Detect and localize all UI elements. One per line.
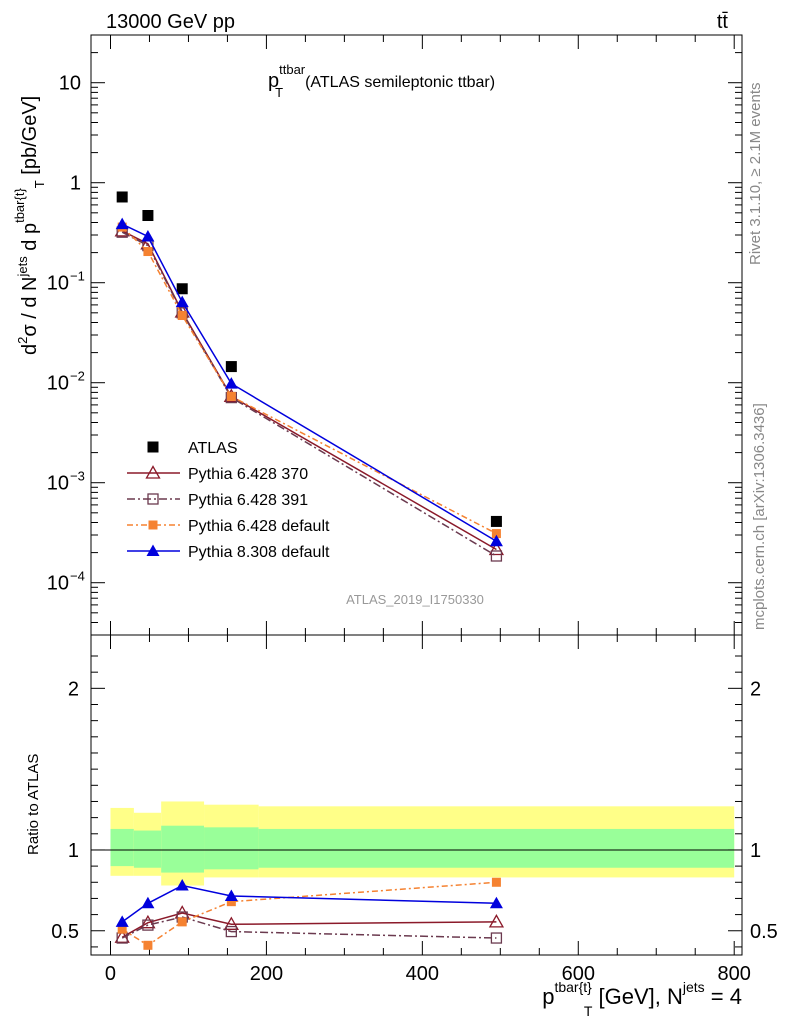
series-line bbox=[121, 230, 497, 551]
uncertainty-band bbox=[91, 801, 742, 886]
ratio-data-point bbox=[117, 924, 127, 934]
data-point bbox=[491, 529, 501, 539]
ratio-series-line bbox=[121, 884, 497, 923]
rivet-label: Rivet 3.1.10, ≥ 2.1M events bbox=[747, 83, 764, 266]
data-point bbox=[141, 229, 155, 242]
ratio-series-line bbox=[121, 912, 497, 938]
legend: ATLAS Pythia 6.428 370 Pythia 6.428 391 Pyt… bbox=[127, 440, 330, 561]
ratio-y-tick-label: 2 bbox=[68, 678, 79, 700]
ratio-data-point bbox=[177, 917, 187, 927]
data-point bbox=[224, 377, 238, 389]
band-inner-segment bbox=[133, 830, 162, 868]
header-right: tt̄ bbox=[717, 11, 729, 33]
data-point bbox=[490, 550, 503, 562]
ratio-data-point bbox=[141, 896, 155, 909]
ratio-series-line bbox=[121, 916, 497, 939]
data-point bbox=[176, 283, 188, 295]
main-y-tick-label: 10 bbox=[47, 273, 69, 295]
ratio-y-tick-label-right: 0.5 bbox=[750, 921, 778, 943]
ratio-data-point bbox=[491, 877, 501, 887]
legend-marker bbox=[147, 441, 159, 453]
data-point bbox=[177, 311, 187, 321]
x-tick-label: 400 bbox=[406, 963, 439, 985]
main-y-tick-exponent: −4 bbox=[70, 569, 85, 584]
series-line bbox=[121, 223, 497, 542]
ratio-data-point bbox=[115, 915, 129, 927]
series-line bbox=[121, 226, 497, 535]
main-y-tick-label: 10 bbox=[59, 73, 81, 95]
ratio-data-point bbox=[143, 940, 153, 950]
x-tick-label: 200 bbox=[250, 963, 283, 985]
data-point bbox=[142, 210, 154, 222]
ratio-data-point bbox=[226, 897, 236, 907]
main-y-axis-label: d2σ / d Njets d ptbar{t}T [pb/GeV] bbox=[12, 96, 47, 355]
band-inner-segment bbox=[161, 825, 205, 873]
main-y-tick-exponent: −1 bbox=[70, 269, 85, 284]
analysis-tag: ATLAS_2019_I1750330 bbox=[346, 592, 484, 607]
plot-title: pttbar T(ATLAS semileptonic ttbar) bbox=[268, 62, 495, 100]
legend-marker bbox=[146, 544, 160, 556]
ratio-data-point bbox=[225, 925, 237, 938]
ratio-panel-frame bbox=[90, 634, 743, 956]
data-point bbox=[488, 541, 505, 556]
x-tick-label: 800 bbox=[718, 963, 751, 985]
main-y-tick-label: 10 bbox=[47, 473, 69, 495]
data-point bbox=[490, 515, 502, 527]
ratio-data-point bbox=[488, 914, 505, 928]
main-y-tick-label: 10 bbox=[47, 373, 69, 395]
main-y-tick-label: 10 bbox=[47, 573, 69, 595]
ratio-data-point bbox=[142, 919, 154, 931]
mcplots-label: mcplots.cern.ch [arXiv:1306.3436] bbox=[751, 403, 768, 630]
legend-label: ATLAS bbox=[188, 440, 238, 457]
legend-label: Pythia 6.428 370 bbox=[188, 466, 308, 483]
ratio-data-point bbox=[175, 879, 189, 891]
ratio-y-tick-label-right: 2 bbox=[750, 678, 761, 700]
series bbox=[114, 191, 505, 950]
ratio-data-point bbox=[490, 932, 503, 944]
data-point bbox=[489, 534, 503, 547]
header-left: 13000 GeV pp bbox=[106, 11, 235, 33]
ratio-y-tick-label: 0.5 bbox=[51, 921, 79, 943]
band-inner-segment bbox=[110, 828, 134, 867]
ratio-data-point bbox=[489, 896, 503, 909]
data-point bbox=[226, 391, 236, 401]
legend-marker bbox=[145, 465, 161, 479]
legend-label: Pythia 6.428 391 bbox=[188, 492, 308, 509]
ratio-y-axis-label: Ratio to ATLAS bbox=[25, 754, 42, 855]
ratio-data-point bbox=[223, 916, 239, 930]
ratio-data-point bbox=[140, 914, 156, 929]
legend-marker bbox=[148, 520, 158, 530]
legend-marker bbox=[147, 493, 159, 505]
data-point bbox=[225, 361, 237, 373]
x-axis-label: ptbar{t} T [GeV], Njets = 4 bbox=[542, 979, 742, 1019]
series-line bbox=[121, 231, 497, 557]
ratio-y-tick-label: 1 bbox=[68, 840, 79, 862]
band-inner-segment bbox=[258, 828, 735, 868]
main-y-tick-label: 1 bbox=[70, 173, 81, 195]
main-y-tick-exponent: −2 bbox=[70, 369, 85, 384]
ratio-data-point bbox=[224, 889, 238, 902]
main-y-tick-exponent: −3 bbox=[70, 469, 85, 484]
band-inner-segment bbox=[204, 827, 259, 870]
x-tick-label: 0 bbox=[105, 963, 116, 985]
data-point bbox=[116, 191, 128, 203]
data-point bbox=[115, 217, 129, 230]
legend-label: Pythia 8.308 default bbox=[188, 544, 330, 561]
data-point bbox=[143, 247, 153, 257]
data-point bbox=[175, 295, 189, 308]
legend-label: Pythia 6.428 default bbox=[188, 518, 330, 535]
x-tick-label: 600 bbox=[562, 963, 595, 985]
ratio-y-tick-label-right: 1 bbox=[750, 840, 761, 862]
